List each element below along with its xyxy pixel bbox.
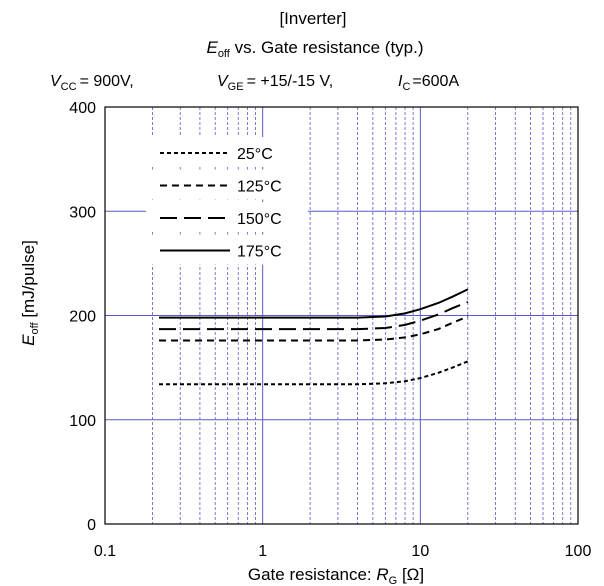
condition-vcc: VCC = 900V, xyxy=(50,73,134,93)
y-tick-label: 400 xyxy=(69,100,96,117)
y-tick-label: 0 xyxy=(87,517,96,534)
legend: 25°C 125°C 150°C 175°C xyxy=(146,137,308,265)
series-line-3 xyxy=(159,288,469,319)
y-tick-labels: 0 100 200 300 400 xyxy=(69,100,96,534)
plot-frame xyxy=(104,106,579,525)
series-line-0 xyxy=(159,360,469,386)
chart-title-line1: [Inverter] xyxy=(279,9,346,28)
x-tick-label: 1 xyxy=(258,543,267,560)
chart-title-line2: Eoff vs. Gate resistance (typ.) xyxy=(206,38,423,60)
condition-ic: IC =600A xyxy=(398,73,459,93)
legend-label: 175°C xyxy=(237,244,282,261)
y-axis-label: Eoff [mJ/pulse] xyxy=(19,240,41,346)
x-tick-labels: 0.1 1 10 100 xyxy=(94,543,592,560)
y-tick-label: 300 xyxy=(69,204,96,221)
x-tick-label: 10 xyxy=(411,543,429,560)
y-tick-label: 100 xyxy=(69,413,96,430)
legend-label: 125°C xyxy=(237,179,282,196)
x-tick-label: 0.1 xyxy=(94,543,116,560)
series-group xyxy=(159,288,469,386)
series-line-1 xyxy=(159,315,469,342)
condition-vge: VGE = +15/-15 V, xyxy=(217,73,333,93)
y-tick-label: 200 xyxy=(69,309,96,326)
legend-label: 25°C xyxy=(237,146,273,163)
series-line-2 xyxy=(159,300,469,331)
legend-label: 150°C xyxy=(237,211,282,228)
x-tick-label: 100 xyxy=(565,543,592,560)
grid-minor xyxy=(152,107,572,524)
x-axis-label: Gate resistance: RG [Ω] xyxy=(248,565,424,586)
